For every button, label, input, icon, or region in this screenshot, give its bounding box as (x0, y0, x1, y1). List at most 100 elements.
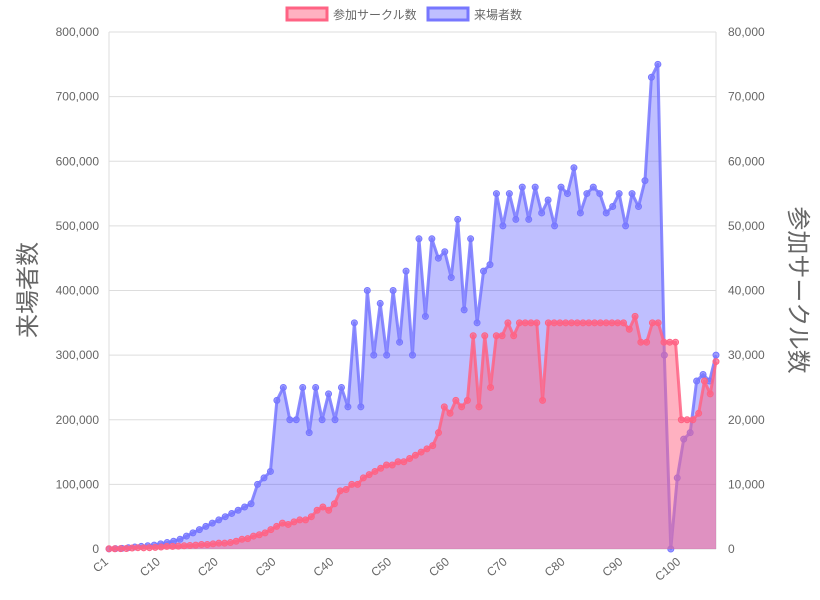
data-point[interactable] (596, 190, 604, 198)
data-point[interactable] (677, 416, 685, 424)
data-point[interactable] (415, 235, 423, 243)
data-point[interactable] (302, 516, 310, 524)
data-point[interactable] (631, 312, 639, 320)
data-point[interactable] (197, 540, 205, 548)
data-point[interactable] (284, 520, 292, 528)
data-point[interactable] (145, 544, 153, 552)
data-point[interactable] (151, 543, 159, 551)
data-point[interactable] (585, 319, 593, 327)
data-point[interactable] (273, 396, 281, 404)
data-point[interactable] (672, 338, 680, 346)
data-point[interactable] (226, 539, 234, 547)
data-point[interactable] (357, 403, 365, 411)
data-point[interactable] (286, 416, 294, 424)
data-point[interactable] (435, 429, 443, 437)
data-point[interactable] (622, 222, 630, 230)
data-point[interactable] (292, 416, 300, 424)
data-point[interactable] (318, 416, 326, 424)
data-point[interactable] (460, 306, 468, 314)
data-point[interactable] (371, 467, 379, 475)
data-point[interactable] (693, 377, 701, 385)
data-point[interactable] (515, 319, 523, 327)
data-point[interactable] (487, 383, 495, 391)
data-point[interactable] (492, 190, 500, 198)
data-point[interactable] (180, 542, 188, 550)
data-point[interactable] (202, 522, 210, 530)
data-point[interactable] (654, 60, 662, 68)
data-point[interactable] (254, 480, 262, 488)
data-point[interactable] (388, 461, 396, 469)
data-point[interactable] (163, 542, 171, 550)
data-point[interactable] (486, 261, 494, 269)
data-point[interactable] (533, 319, 541, 327)
data-point[interactable] (481, 332, 489, 340)
data-point[interactable] (266, 467, 274, 475)
data-point[interactable] (473, 319, 481, 327)
data-point[interactable] (446, 409, 454, 417)
data-point[interactable] (336, 487, 344, 495)
data-point[interactable] (402, 267, 410, 275)
data-point[interactable] (244, 535, 252, 543)
data-point[interactable] (250, 532, 258, 540)
data-point[interactable] (221, 539, 229, 547)
data-point[interactable] (527, 319, 535, 327)
data-point[interactable] (296, 516, 304, 524)
data-point[interactable] (182, 532, 190, 540)
data-point[interactable] (615, 190, 623, 198)
data-point[interactable] (157, 543, 165, 551)
data-point[interactable] (348, 480, 356, 488)
data-point[interactable] (195, 526, 203, 534)
data-point[interactable] (647, 73, 655, 81)
data-point[interactable] (583, 190, 591, 198)
data-point[interactable] (695, 409, 703, 417)
data-point[interactable] (192, 541, 200, 549)
data-point[interactable] (215, 516, 223, 524)
data-point[interactable] (382, 461, 390, 469)
data-point[interactable] (505, 190, 513, 198)
data-point[interactable] (111, 545, 119, 553)
data-point[interactable] (215, 539, 223, 547)
data-point[interactable] (383, 351, 391, 359)
data-point[interactable] (609, 202, 617, 210)
data-point[interactable] (539, 396, 547, 404)
data-point[interactable] (203, 540, 211, 548)
legend-label-0[interactable]: 参加サークル数 (333, 7, 417, 22)
data-point[interactable] (279, 383, 287, 391)
data-point[interactable] (299, 383, 307, 391)
legend-swatch-0[interactable] (285, 6, 329, 22)
data-point[interactable] (544, 319, 552, 327)
data-point[interactable] (174, 542, 182, 550)
data-point[interactable] (635, 202, 643, 210)
data-point[interactable] (342, 486, 350, 494)
data-point[interactable] (354, 480, 362, 488)
data-point[interactable] (232, 537, 240, 545)
data-point[interactable] (620, 319, 628, 327)
data-point[interactable] (394, 458, 402, 466)
data-point[interactable] (134, 544, 142, 552)
data-point[interactable] (499, 222, 507, 230)
data-point[interactable] (273, 522, 281, 530)
data-point[interactable] (660, 338, 668, 346)
data-point[interactable] (452, 396, 460, 404)
data-point[interactable] (538, 209, 546, 217)
data-point[interactable] (261, 529, 269, 537)
data-point[interactable] (389, 287, 397, 294)
data-point[interactable] (221, 513, 229, 521)
data-point[interactable] (234, 506, 242, 514)
data-point[interactable] (556, 319, 564, 327)
data-point[interactable] (260, 474, 268, 482)
data-point[interactable] (337, 383, 345, 391)
data-point[interactable] (498, 332, 506, 340)
data-point[interactable] (596, 319, 604, 327)
data-point[interactable] (312, 383, 320, 391)
data-point[interactable] (608, 319, 616, 327)
data-point[interactable] (411, 451, 419, 459)
data-point[interactable] (305, 429, 313, 437)
data-point[interactable] (359, 474, 367, 482)
data-point[interactable] (406, 455, 414, 463)
data-point[interactable] (241, 503, 249, 511)
legend-swatch-1[interactable] (426, 6, 470, 22)
data-point[interactable] (544, 196, 552, 204)
data-point[interactable] (447, 274, 455, 282)
data-point[interactable] (128, 544, 136, 552)
